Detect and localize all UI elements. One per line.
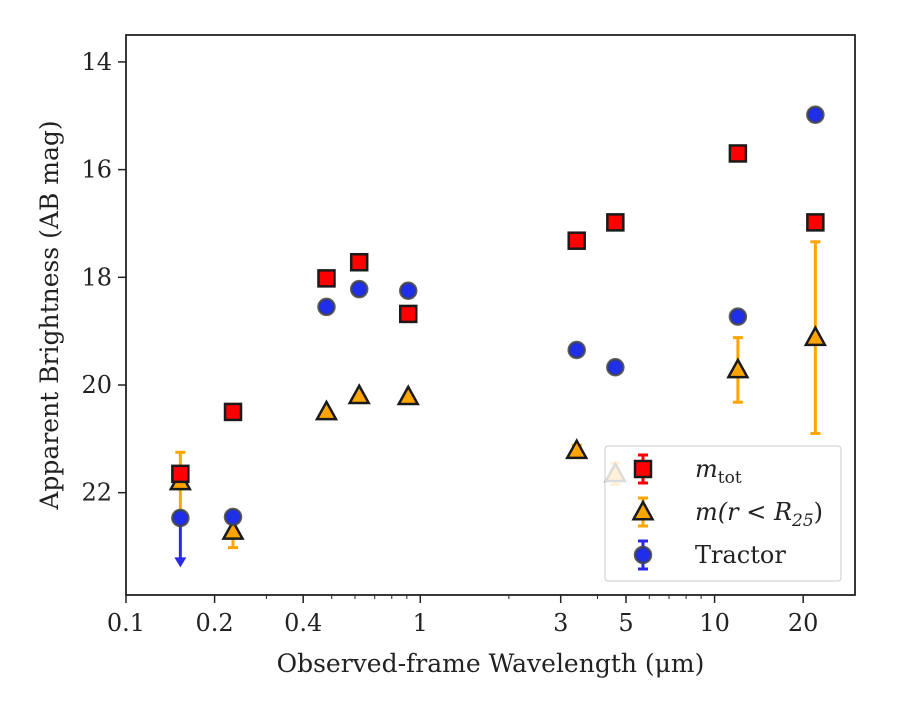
legend-marker xyxy=(631,499,655,521)
data-point xyxy=(396,384,420,406)
data-point xyxy=(349,252,369,272)
data-point xyxy=(223,507,243,527)
data-point xyxy=(223,402,243,422)
data-point xyxy=(349,279,369,299)
y-axis-label: Apparent Brightness (AB mag) xyxy=(35,120,64,510)
data-point xyxy=(398,304,418,324)
legend-label-main: m xyxy=(695,455,718,483)
data-point xyxy=(606,213,625,232)
data-point xyxy=(567,340,586,360)
legend-marker xyxy=(633,545,653,565)
x-axis-label: Observed-frame Wavelength (μm) xyxy=(277,649,705,678)
data-point xyxy=(347,383,371,405)
x-tick-label: 10 xyxy=(699,609,730,637)
y-tick-label: 20 xyxy=(81,371,112,399)
x-tick-label: 0.2 xyxy=(196,609,234,637)
x-tick-label: 1 xyxy=(413,609,428,637)
data-point xyxy=(398,281,418,301)
legend-label-main: Tractor xyxy=(695,541,786,569)
data-point xyxy=(728,144,748,163)
legend-label: Tractor xyxy=(695,541,786,569)
legend-label: m(r < R25) xyxy=(695,498,823,531)
data-point xyxy=(221,518,245,540)
series-layer xyxy=(168,105,827,568)
x-tick-label: 0.1 xyxy=(107,609,145,637)
series-square xyxy=(171,144,825,484)
x-axis: 0.1 0.2 0.4 1 3 5 10 20 xyxy=(107,595,819,637)
legend-entry: m(r < R25) xyxy=(631,496,823,531)
legend-label-subscript: 25 xyxy=(791,511,814,531)
legend-label-main: m(r < R xyxy=(695,498,792,526)
data-point xyxy=(171,508,190,528)
x-tick-label: 0.4 xyxy=(284,609,322,637)
data-point xyxy=(317,297,336,317)
data-point xyxy=(806,213,825,232)
legend-label-subscript: tot xyxy=(718,468,742,488)
legend: mtot m(r < R25) Tractor xyxy=(604,445,842,582)
data-point xyxy=(606,357,625,377)
legend-label-tail: ) xyxy=(814,498,823,526)
y-tick-label: 16 xyxy=(81,156,112,184)
y-tick-label: 22 xyxy=(81,479,112,507)
y-axis: 14 16 18 20 22 xyxy=(81,48,126,507)
data-point xyxy=(317,269,336,288)
legend-marker xyxy=(633,459,653,479)
y-tick-label: 14 xyxy=(81,48,112,76)
data-point xyxy=(806,105,825,124)
data-point xyxy=(803,325,827,347)
legend-label: mtot xyxy=(695,455,742,488)
data-point xyxy=(726,357,750,379)
series-circle xyxy=(171,105,825,568)
x-tick-label: 5 xyxy=(618,609,633,637)
x-tick-label: 3 xyxy=(553,609,568,637)
legend-entry: Tractor xyxy=(633,539,786,571)
data-point xyxy=(567,231,586,250)
data-point xyxy=(171,464,190,484)
legend-box xyxy=(604,445,842,582)
data-point xyxy=(314,399,339,421)
legend-entry: mtot xyxy=(633,453,742,488)
data-point xyxy=(728,307,748,326)
y-tick-label: 18 xyxy=(81,263,112,291)
x-tick-label: 20 xyxy=(788,609,819,637)
upper-limit-arrow xyxy=(174,557,187,568)
data-point xyxy=(565,438,589,460)
